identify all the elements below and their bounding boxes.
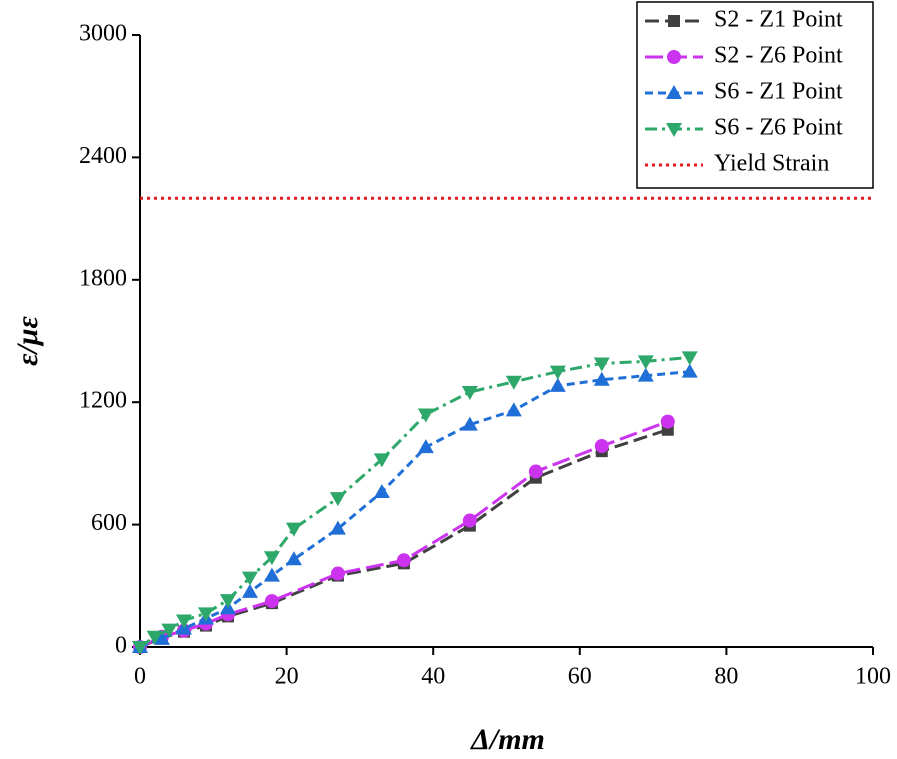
marker — [417, 439, 434, 454]
marker — [329, 492, 346, 507]
marker — [637, 367, 654, 382]
series-line — [139, 370, 690, 649]
marker — [285, 522, 302, 537]
marker — [153, 630, 170, 645]
marker — [161, 623, 178, 638]
legend-label: S2 - Z6 Point — [714, 43, 843, 69]
marker — [593, 371, 610, 386]
series-line — [139, 428, 669, 649]
series-line — [139, 420, 669, 649]
marker — [681, 351, 698, 366]
y-tick-label: 1800 — [79, 265, 127, 291]
marker — [175, 614, 192, 629]
marker — [505, 375, 522, 390]
legend-marker — [667, 50, 681, 64]
x-tick-label: 80 — [714, 664, 738, 690]
x-tick-label: 0 — [134, 664, 146, 690]
marker — [373, 483, 390, 498]
marker — [681, 363, 698, 378]
y-tick-label: 1200 — [79, 388, 127, 414]
marker — [329, 520, 346, 535]
marker — [549, 377, 566, 392]
marker — [241, 583, 258, 598]
y-tick-label: 600 — [91, 510, 127, 536]
x-tick-label: 60 — [568, 664, 592, 690]
legend-label: S6 - Z1 Point — [714, 79, 843, 105]
x-tick-label: 40 — [421, 664, 445, 690]
legend-label: Yield Strain — [714, 151, 829, 177]
y-tick-label: 2400 — [79, 143, 127, 169]
marker — [461, 386, 478, 400]
marker — [132, 641, 148, 655]
marker — [660, 414, 675, 429]
marker — [330, 566, 345, 581]
legend-label: S6 - Z6 Point — [714, 115, 843, 141]
marker — [505, 402, 522, 417]
marker — [417, 408, 434, 423]
y-tick-label: 3000 — [79, 21, 127, 47]
x-tick-label: 20 — [275, 664, 299, 690]
marker — [637, 355, 654, 370]
legend-marker — [666, 85, 682, 99]
marker — [219, 594, 236, 609]
marker — [146, 630, 163, 645]
marker — [264, 594, 279, 609]
marker — [549, 365, 566, 380]
series-line — [139, 355, 690, 649]
x-axis-label: Δ/mm — [470, 723, 545, 756]
x-tick-label: 100 — [855, 664, 891, 690]
marker — [396, 553, 411, 568]
marker — [461, 416, 478, 431]
marker — [594, 439, 609, 454]
marker — [263, 551, 280, 566]
legend-marker — [666, 123, 682, 137]
marker — [263, 567, 280, 582]
marker — [197, 607, 214, 622]
marker — [241, 571, 258, 586]
marker — [285, 551, 302, 566]
legend-label: S2 - Z1 Point — [714, 7, 843, 33]
marker — [373, 453, 390, 468]
y-axis-label: ε/με — [11, 315, 44, 365]
marker — [462, 513, 477, 528]
marker — [593, 357, 610, 372]
y-tick-label: 0 — [115, 633, 127, 659]
legend-marker — [668, 15, 680, 27]
marker — [528, 464, 543, 479]
